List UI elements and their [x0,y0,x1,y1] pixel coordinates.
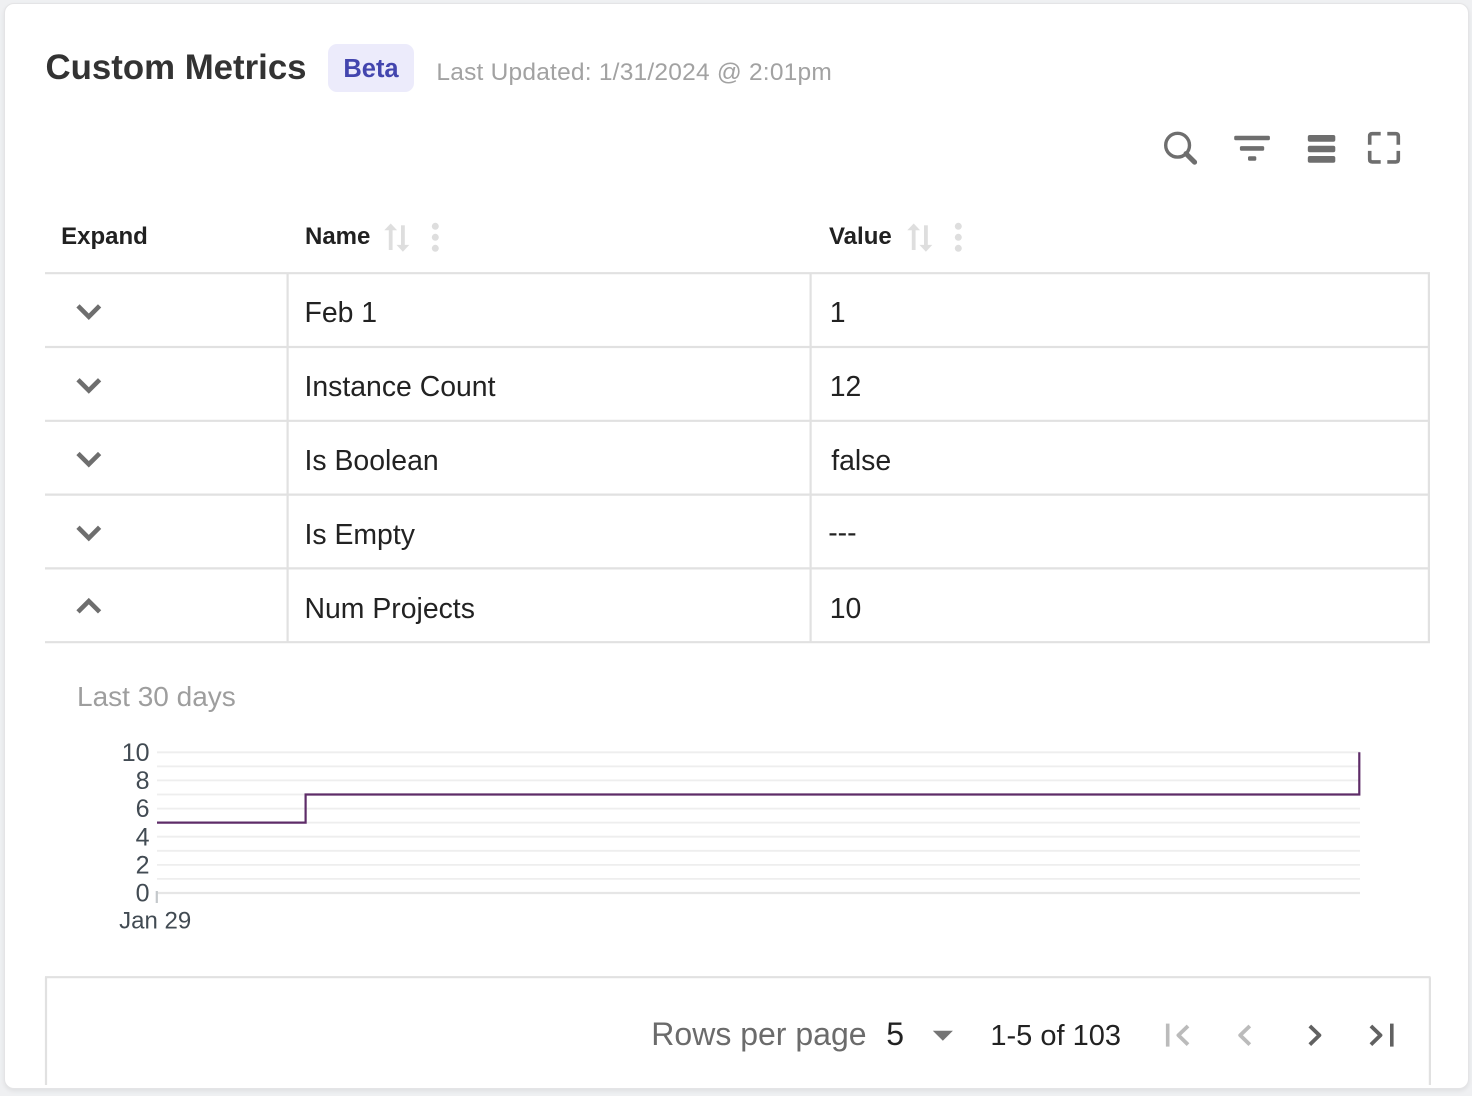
svg-text:0: 0 [136,880,150,908]
svg-text:2: 2 [136,852,150,880]
svg-text:4: 4 [136,823,150,851]
svg-text:8: 8 [136,767,150,795]
svg-text:10: 10 [122,739,150,767]
svg-text:Jan 29: Jan 29 [119,908,191,935]
svg-text:6: 6 [136,795,150,823]
